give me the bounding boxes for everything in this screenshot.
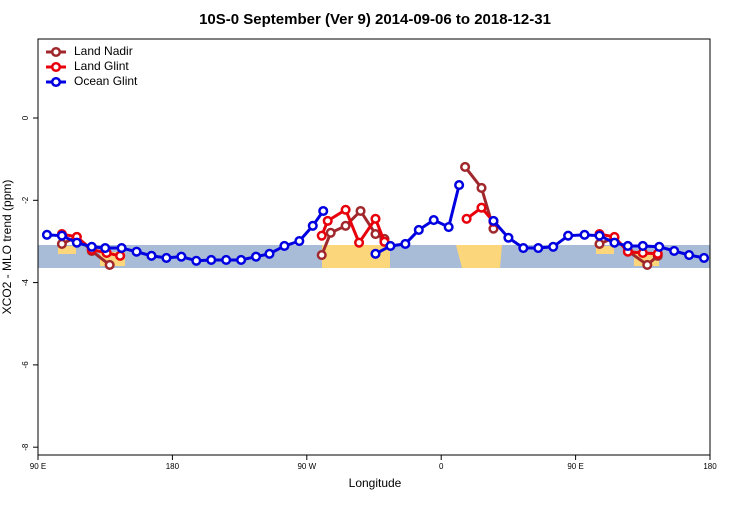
x-tick-label: 180 <box>166 462 180 471</box>
point <box>71 237 82 248</box>
point <box>428 214 439 226</box>
legend-marker <box>50 76 62 88</box>
point <box>370 248 381 259</box>
point <box>642 259 653 270</box>
point <box>316 230 327 241</box>
point <box>443 221 454 233</box>
x-tick-label: 0 <box>439 462 444 471</box>
y-tick-label: -8 <box>21 443 30 451</box>
point <box>354 237 365 248</box>
plot-frame <box>37 38 711 456</box>
point <box>41 229 53 240</box>
point <box>460 161 471 173</box>
point <box>548 241 559 252</box>
point <box>654 241 665 252</box>
point <box>316 249 327 261</box>
point <box>279 240 290 252</box>
point <box>609 237 620 248</box>
point <box>503 232 514 243</box>
point <box>264 248 275 259</box>
point <box>206 254 217 266</box>
point <box>250 251 262 262</box>
point <box>340 204 351 215</box>
point <box>294 235 305 247</box>
point <box>385 240 396 252</box>
point <box>318 205 329 217</box>
legend-marker <box>50 61 62 73</box>
legend-label: Land Nadir <box>74 44 133 58</box>
point <box>322 215 333 226</box>
point <box>637 240 648 252</box>
point <box>622 240 633 252</box>
x-tick-label: 90 W <box>297 462 316 471</box>
point <box>115 250 126 261</box>
y-tick-label: -2 <box>21 196 30 204</box>
point <box>476 202 487 213</box>
legend-label: Land Glint <box>74 59 129 73</box>
chart-title: 10S-0 September (Ver 9) 2014-09-06 to 20… <box>199 11 551 28</box>
legend-marker <box>50 46 62 58</box>
point <box>533 242 544 254</box>
point <box>325 227 336 238</box>
point <box>488 215 499 226</box>
point <box>698 252 710 263</box>
point <box>176 251 187 262</box>
point <box>86 241 97 252</box>
y-tick-label: -6 <box>21 361 30 369</box>
point <box>116 242 127 254</box>
point <box>191 255 202 266</box>
point <box>669 245 680 256</box>
legend-label: Ocean Glint <box>74 74 138 88</box>
point <box>104 259 115 270</box>
y-tick-label: -4 <box>21 278 30 286</box>
x-tick-label: 90 E <box>30 462 46 471</box>
y-axis-label: XCO2 - MLO trend (ppm) <box>0 180 14 315</box>
point <box>370 228 381 240</box>
x-tick-label: 90 E <box>567 462 583 471</box>
point <box>400 238 411 249</box>
point <box>56 230 67 241</box>
point <box>131 246 142 257</box>
point <box>161 252 172 263</box>
point <box>56 238 67 249</box>
point <box>563 230 574 241</box>
point <box>476 182 487 194</box>
point <box>221 254 232 266</box>
point <box>307 220 318 231</box>
point <box>518 242 529 254</box>
point <box>236 254 247 266</box>
point <box>146 250 157 261</box>
point <box>370 213 381 224</box>
x-tick-label: 180 <box>703 462 717 471</box>
point <box>355 205 366 217</box>
point <box>100 242 111 254</box>
point <box>594 230 605 241</box>
point <box>579 229 590 240</box>
point <box>461 213 472 224</box>
point <box>594 238 605 249</box>
point <box>454 180 465 191</box>
y-tick-label: 0 <box>21 115 30 120</box>
point <box>340 220 351 231</box>
x-axis-label: Longitude <box>349 476 402 490</box>
point <box>413 224 424 235</box>
point <box>684 249 695 261</box>
